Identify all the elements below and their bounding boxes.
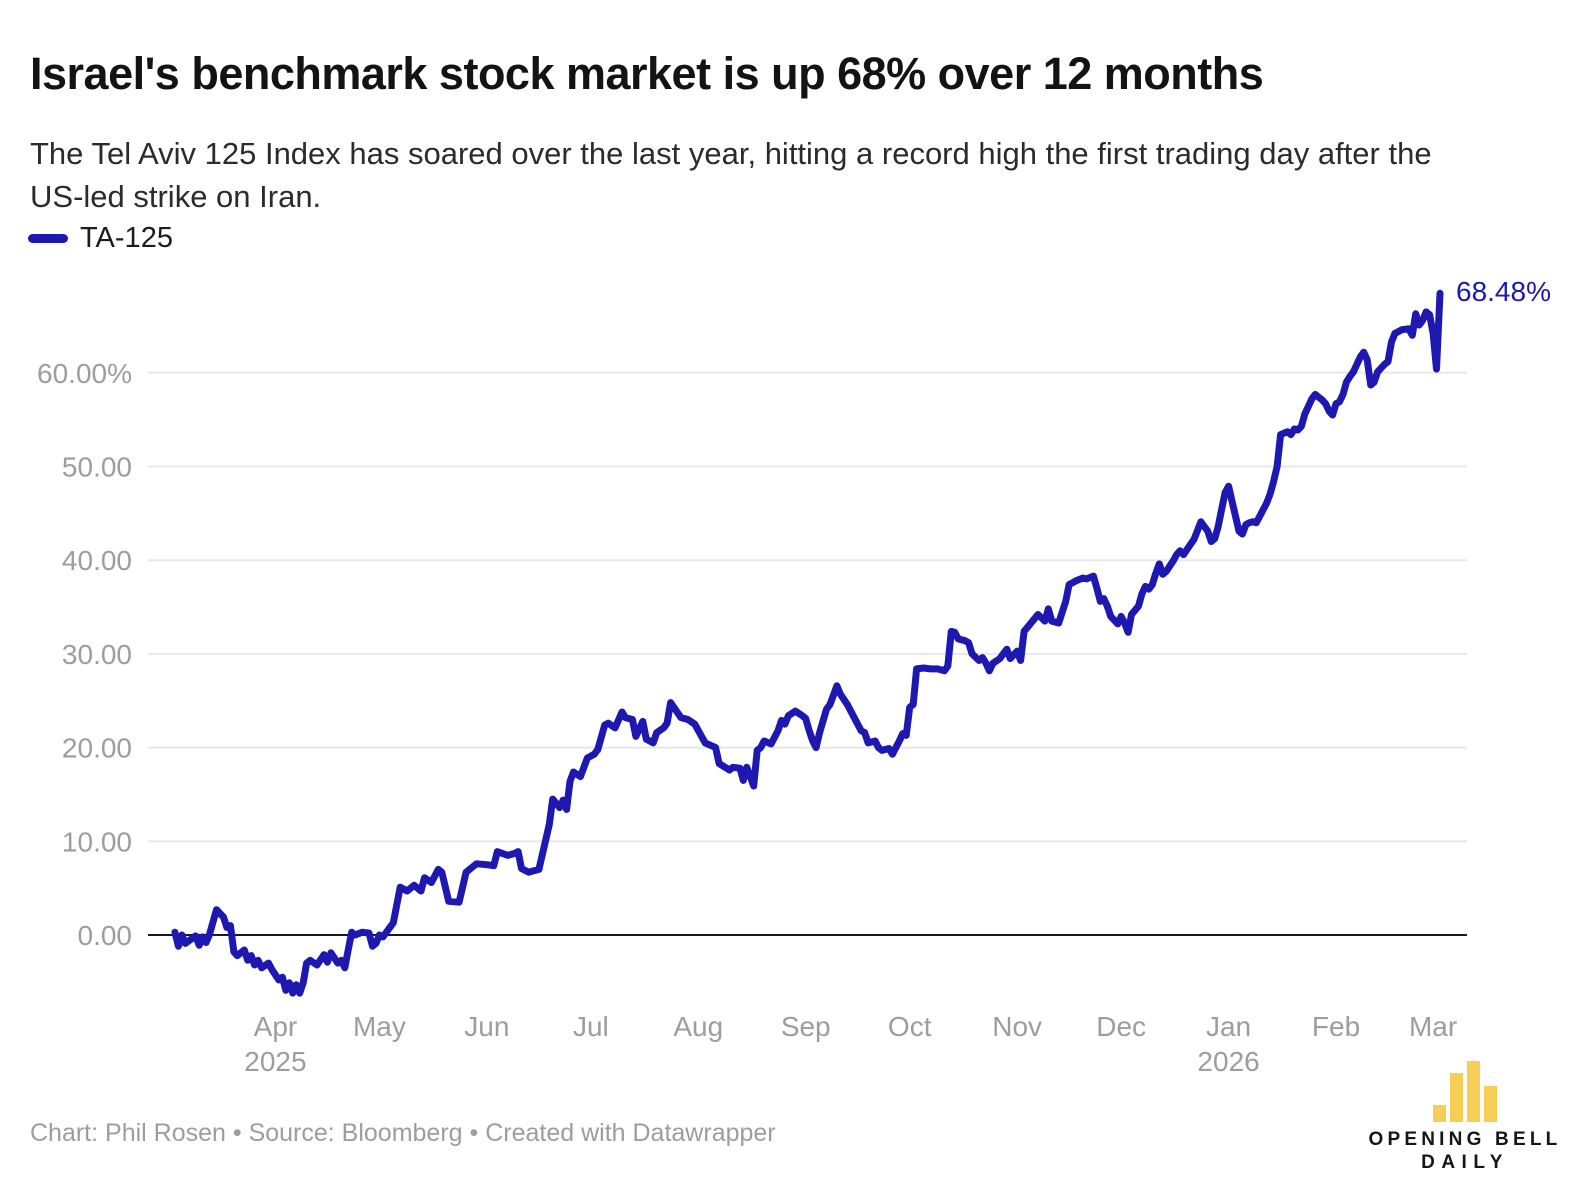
x-tick-label: Mar bbox=[1409, 1011, 1457, 1042]
y-tick-label: 30.00 bbox=[62, 639, 132, 670]
legend-dash-icon bbox=[28, 234, 68, 243]
x-tick-label: Nov bbox=[992, 1011, 1042, 1042]
logo-bar bbox=[1467, 1061, 1480, 1122]
logo-text-line1: OPENING BELL bbox=[1368, 1129, 1562, 1150]
x-tick-label: Dec bbox=[1096, 1011, 1146, 1042]
end-value-label: 68.48% bbox=[1456, 276, 1551, 308]
x-tick-year-label: 2026 bbox=[1197, 1046, 1259, 1077]
y-tick-label: 0.00 bbox=[78, 920, 133, 951]
logo-bar bbox=[1433, 1105, 1446, 1122]
logo-text-line2: DAILY bbox=[1421, 1152, 1509, 1173]
legend: TA-125 bbox=[28, 222, 173, 255]
y-tick-label: 10.00 bbox=[62, 826, 132, 857]
page-subtitle: The Tel Aviv 125 Index has soared over t… bbox=[30, 136, 1432, 214]
y-tick-label: 20.00 bbox=[62, 733, 132, 764]
x-tick-label: Jul bbox=[573, 1011, 609, 1042]
logo-bar bbox=[1484, 1086, 1497, 1122]
y-tick-label: 50.00 bbox=[62, 452, 132, 483]
x-tick-label: Apr bbox=[254, 1011, 298, 1042]
x-tick-label: Oct bbox=[888, 1011, 932, 1042]
x-tick-label: Feb bbox=[1312, 1011, 1360, 1042]
x-tick-label: Jan bbox=[1206, 1011, 1251, 1042]
y-tick-label: 60.00% bbox=[37, 358, 132, 389]
opening-bell-daily-logo: OPENING BELL DAILY bbox=[1340, 1053, 1586, 1174]
y-tick-label: 40.00 bbox=[62, 545, 132, 576]
x-tick-label: Sep bbox=[781, 1011, 831, 1042]
page-title: Israel's benchmark stock market is up 68… bbox=[30, 48, 1264, 100]
x-tick-year-label: 2025 bbox=[244, 1046, 306, 1077]
x-tick-label: Jun bbox=[464, 1011, 509, 1042]
ta125-line bbox=[171, 289, 1444, 997]
x-tick-label: May bbox=[353, 1011, 406, 1042]
logo-bar bbox=[1450, 1073, 1463, 1122]
chart-credits: Chart: Phil Rosen • Source: Bloomberg • … bbox=[30, 1119, 776, 1147]
legend-series-label: TA-125 bbox=[80, 222, 173, 254]
x-tick-label: Aug bbox=[673, 1011, 723, 1042]
logo-bars-icon bbox=[1340, 1053, 1586, 1122]
